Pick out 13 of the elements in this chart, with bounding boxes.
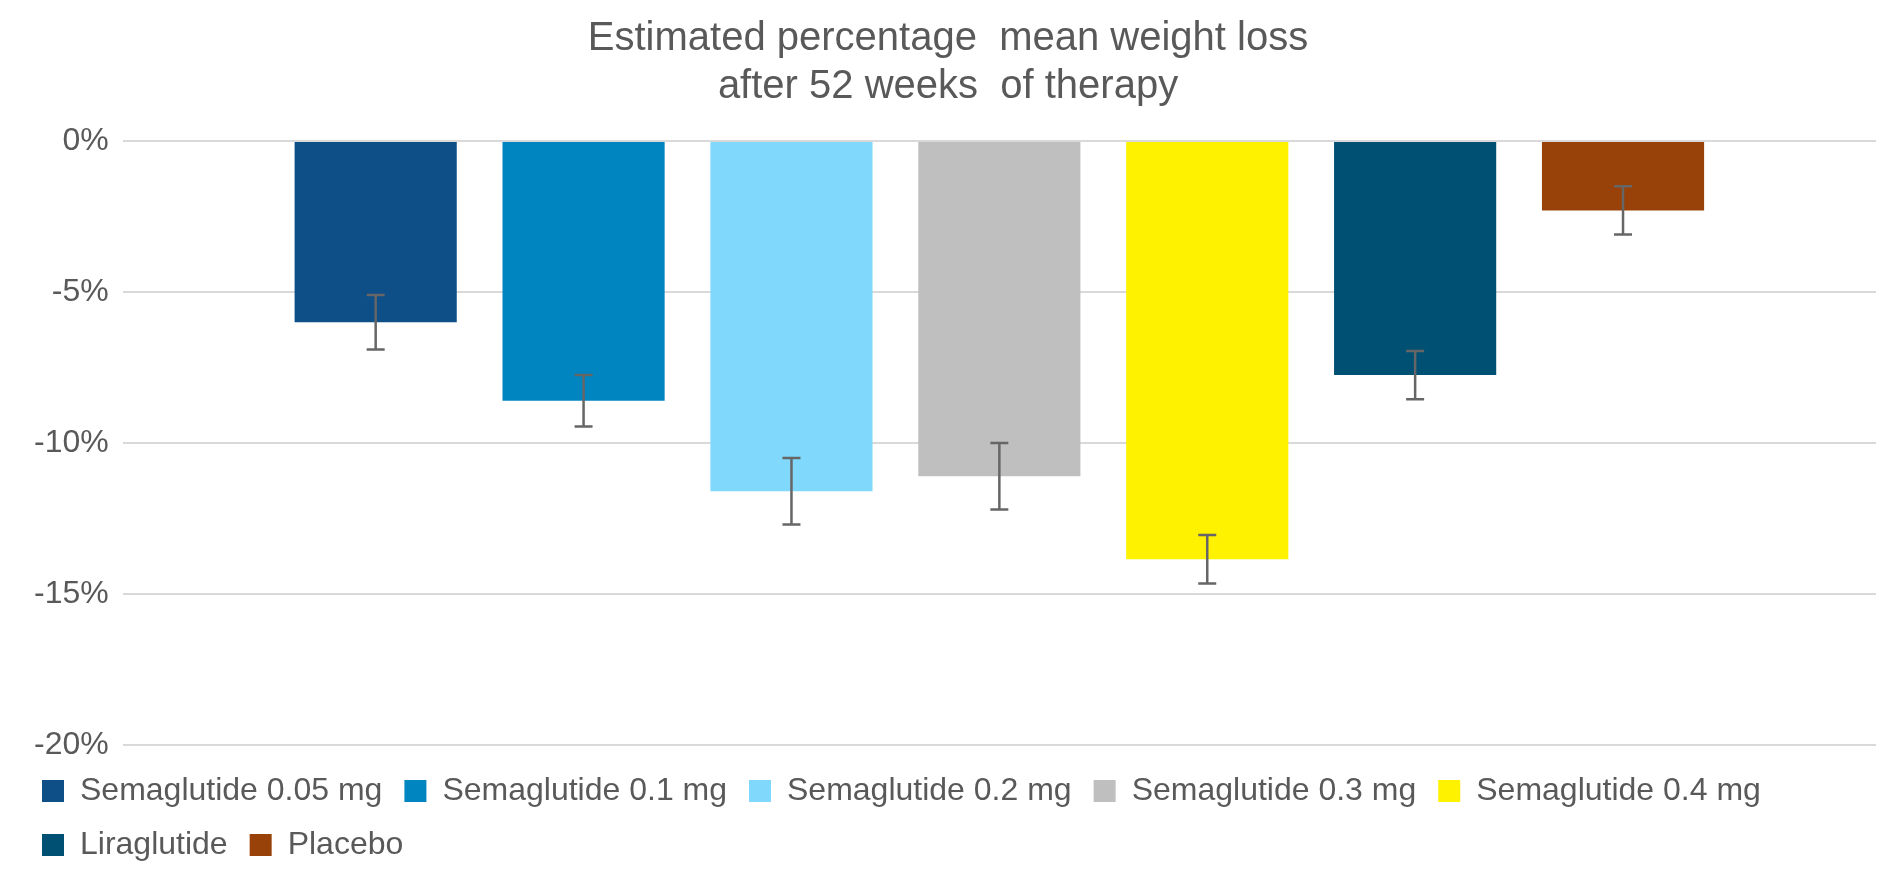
legend-label: Semaglutide 0.4 mg — [1476, 770, 1761, 807]
y-tick-label: -5% — [51, 271, 109, 308]
y-tick-label: -15% — [34, 573, 109, 610]
y-tick-label: -20% — [34, 724, 109, 761]
chart-title: Estimated percentage mean weight loss after 52 weeks of therapy — [587, 14, 1309, 107]
y-tick-label: -10% — [34, 422, 109, 459]
legend-label: Semaglutide 0.2 mg — [787, 770, 1072, 807]
y-tick-label: 0% — [62, 120, 109, 157]
legend-label: Semaglutide 0.3 mg — [1131, 770, 1417, 807]
legend-label: Liraglutide — [80, 824, 228, 861]
legend-label: Semaglutide 0.05 mg — [80, 770, 383, 807]
legend-label: Placebo — [287, 824, 404, 861]
legend-label: Semaglutide 0.1 mg — [442, 770, 728, 807]
